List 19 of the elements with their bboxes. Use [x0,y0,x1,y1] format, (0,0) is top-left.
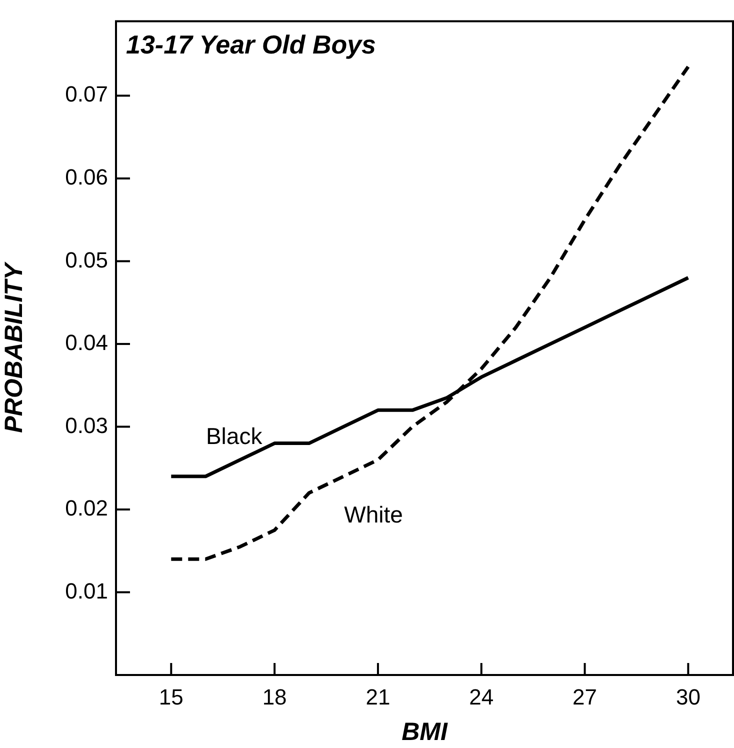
y-tick-label: 0.06 [65,164,108,190]
x-axis-title: BMI [402,718,448,746]
x-tick-label: 21 [366,684,390,710]
x-tick-label: 24 [469,684,494,710]
y-axis-title: PROBABILITY [0,261,28,433]
y-tick-label: 0.04 [65,330,108,356]
chart-title: 13-17 Year Old Boys [126,29,376,60]
series-label: Black [206,423,263,450]
line-series [169,64,690,561]
x-tick-label: 27 [572,684,598,710]
x-tick-label: 30 [676,684,700,710]
y-tick-label: 0.07 [65,82,108,107]
y-tick-label: 0.01 [65,578,108,604]
x-tick-label: 15 [158,684,184,710]
y-tick-label: 0.03 [65,412,108,438]
y-tick-label: 0.05 [65,247,108,272]
x-tick-label: 18 [262,684,287,710]
y-tick-label: 0.02 [65,496,108,521]
series-label: White [344,502,403,528]
